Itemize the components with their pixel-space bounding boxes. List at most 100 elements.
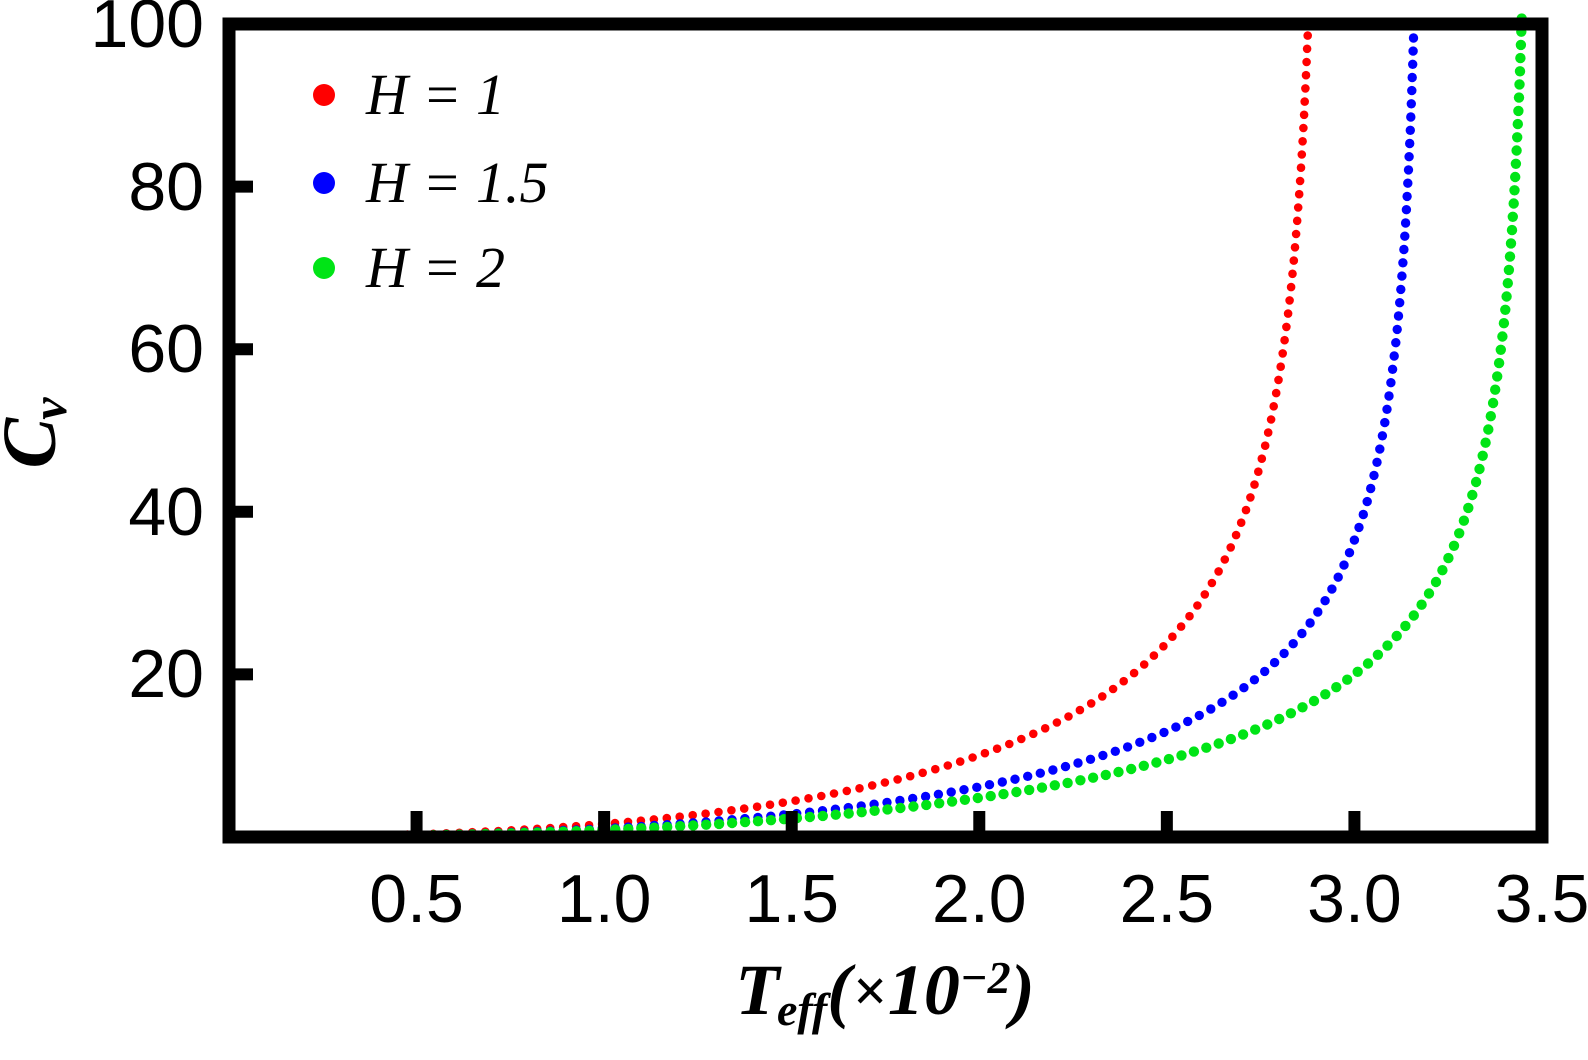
data-point [1352,666,1363,677]
data-point [1029,729,1038,739]
data-point [1454,528,1465,539]
data-point [1113,766,1124,778]
data-point [1354,522,1364,533]
data-point [752,802,762,811]
data-point [1487,397,1499,409]
data-point [829,789,839,798]
data-point [1485,411,1497,422]
legend-marker-green-icon [313,257,335,279]
data-point [1228,690,1238,700]
data-point [1400,218,1411,228]
data-point [1405,125,1416,135]
data-point [1393,311,1404,321]
data-point [1507,211,1519,222]
data-point [726,817,738,829]
data-point [1278,349,1287,358]
data-point [1279,648,1289,659]
y-tick-label: 80 [128,148,204,225]
data-point [1266,415,1276,424]
data-point [1408,46,1418,56]
y-axis-label-subscript: v [21,397,77,420]
x-axis-label-base: T [735,950,780,1030]
data-point [1075,705,1085,715]
data-point [1220,555,1230,564]
data-point [1159,642,1168,651]
data-point [908,801,919,812]
data-point [1339,560,1349,570]
x-axis-label-exponent: −2 [959,952,1011,1004]
data-point [675,812,684,821]
data-point [1382,404,1392,414]
x-axis-label-close-paren: ) [1010,950,1035,1030]
data-point [920,791,931,802]
data-point [972,792,983,804]
data-point [1005,739,1014,749]
data-point [1249,675,1260,685]
data-point [1298,137,1307,146]
x-axis-label: Teff(×10−2) [735,950,1034,1039]
data-point [1408,59,1418,69]
x-tick-label: 3.5 [1494,861,1588,937]
data-point [1305,618,1315,628]
data-point [649,822,660,833]
data-point [1289,256,1299,265]
data-point [1297,702,1308,713]
data-point [882,804,893,815]
data-point [905,771,915,781]
data-point [869,805,880,816]
y-axis-label-base: C [0,418,72,469]
x-tick-label: 1.5 [744,861,839,937]
data-point [959,785,969,795]
data-point [1503,264,1515,276]
data-point [1280,335,1289,345]
data-point [1023,784,1035,796]
data-point [1477,450,1488,461]
data-point [1274,375,1283,385]
data-point [1217,697,1227,707]
data-point [1246,493,1255,502]
data-point [1320,689,1331,700]
data-point [1085,754,1096,764]
data-point [1295,176,1305,186]
data-point [1129,668,1139,678]
data-point [1490,384,1501,395]
data-point [1185,611,1194,621]
data-point [1498,318,1510,329]
data-point [1401,205,1412,215]
data-point [1399,244,1409,255]
data-point [1349,535,1360,545]
data-point [1308,695,1320,707]
data-point [921,799,932,811]
data-point [1497,331,1508,342]
data-point [1333,572,1343,582]
data-point [1239,683,1249,693]
data-point [1291,229,1301,239]
data-point [1151,757,1162,768]
data-point [1515,52,1526,64]
data-point [1397,271,1407,281]
data-point [855,784,864,793]
data-point [1297,628,1307,639]
multiplication-sign: × [852,958,887,1024]
data-point [1402,191,1412,202]
data-point [1492,371,1503,382]
data-point [1263,428,1273,437]
data-point [959,794,971,805]
data-point [997,777,1007,787]
data-point [1135,737,1145,747]
data-point [1301,70,1311,80]
data-point [931,764,940,774]
data-point [1474,463,1485,475]
data-point [1406,112,1416,122]
data-point [830,809,841,820]
data-point [1299,123,1308,133]
data-point [1269,402,1278,411]
data-point [1500,304,1511,315]
legend-marker-blue-icon [313,172,335,194]
data-point [688,820,699,831]
data-point [1036,782,1048,793]
data-point [1512,118,1524,130]
data-point [1231,530,1241,540]
